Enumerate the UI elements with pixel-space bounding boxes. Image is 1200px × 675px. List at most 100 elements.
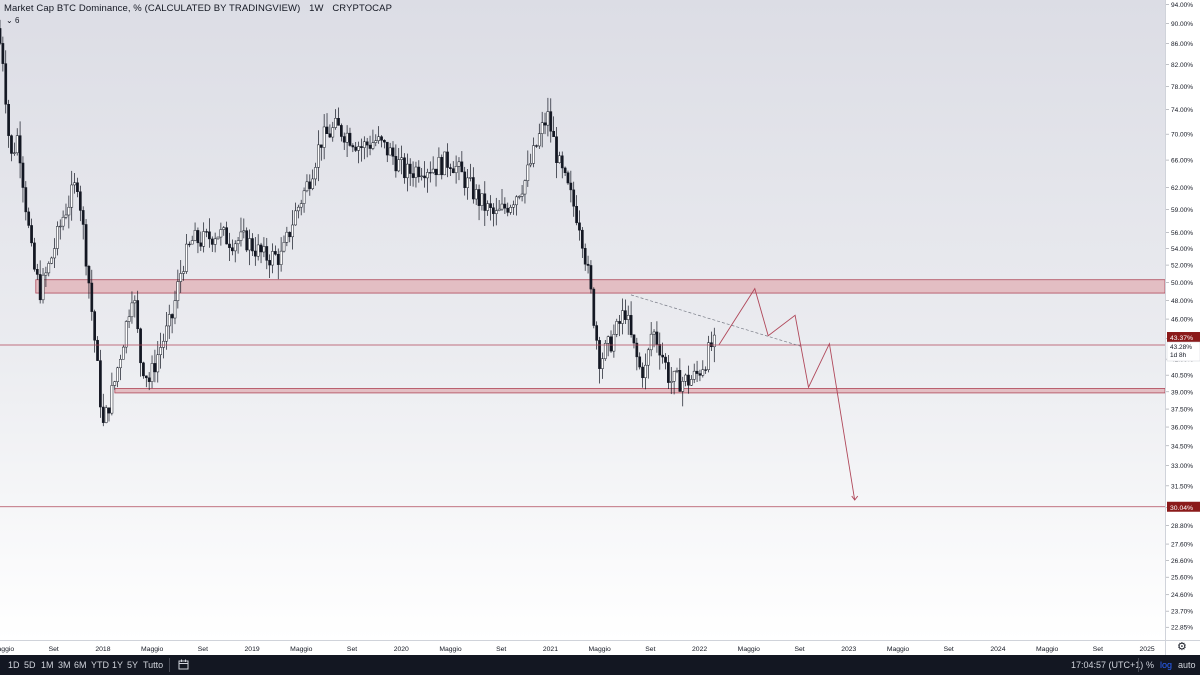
candle-body [84,224,88,267]
price-tick-label: 24.60% [1171,592,1193,599]
candle-body [219,229,223,238]
candle-body [434,168,438,176]
time-axis[interactable]: Maggio Set 2018 Maggio Set 2019 Maggio Set 2020 M… [0,640,1165,656]
log-scale-button[interactable]: log [1160,660,1173,670]
candle-body [113,381,117,386]
candle-body [580,229,584,249]
price-tick-label: 52.00% [1171,263,1193,270]
candle-body [681,381,685,392]
range-6m-button[interactable]: 6M [74,660,87,670]
price-tick-label: 23.70% [1171,609,1193,616]
candle-body [142,362,145,377]
axis-corner [1165,640,1200,656]
price-axis[interactable]: 94.00% 90.00% 86.00% 82.00% 78.00% 74.00% 70.0… [1165,0,1200,640]
candle-body [540,122,544,134]
candle-body [27,211,31,226]
price-tick-label: 28.80% [1171,523,1193,530]
range-1d-button[interactable]: 1D [8,660,20,670]
time-tick-label: 2020 [394,646,409,653]
candle-body [400,157,403,160]
toolbar-divider [1138,658,1139,672]
candle-body [50,257,53,264]
candle-body [652,331,656,335]
candle-body [365,141,369,146]
candle-body [555,136,558,163]
candle-body [78,191,82,211]
candle-body [374,140,378,143]
candle-body [202,231,206,247]
candle-body [612,334,616,352]
date-range-icon[interactable] [178,659,189,672]
candle-body [233,243,237,252]
price-tick-label: 26.60% [1171,558,1193,565]
price-tick-label: 25.60% [1171,575,1193,582]
candle-body [242,230,246,233]
candle-body [549,111,553,132]
candle-body [271,251,274,266]
source-label: CRYPTOCAP [332,3,393,14]
candle-body [672,370,676,382]
auto-scale-button[interactable]: auto [1178,660,1196,670]
candle-body [99,360,102,408]
candle-body [225,227,228,245]
range-5d-button[interactable]: 5D [24,660,36,670]
candle-body [615,321,619,335]
candle-body [578,222,581,231]
range-5y-button[interactable]: 5Y [127,660,139,670]
candle-body [61,216,65,227]
range-3m-button[interactable]: 3M [58,660,71,670]
candle-body [357,146,360,151]
candle-body [449,167,452,169]
candle-body [282,242,286,252]
candle-body [351,145,355,148]
clock-readout[interactable]: 17:04:57 (UTC+1) [1071,660,1144,670]
candle-body [644,364,647,379]
price-tick-label: 78.00% [1171,84,1193,91]
candle-body [658,344,662,356]
chart-plot-area[interactable]: Market Cap BTC Dominance, % (CALCULATED … [0,0,1165,640]
countdown-label: 1d 8h [1170,352,1187,359]
time-tick-label: 2019 [245,646,260,653]
candle-body [216,236,220,240]
last-price-label: 43.28% [1170,344,1192,351]
candle-body [417,166,421,178]
candle-body [583,248,587,265]
candle-body [18,135,22,164]
candle-body [299,203,303,208]
upper-line-price-label-bg [1167,332,1200,343]
range-1y-button[interactable]: 1Y [112,660,124,670]
percent-scale-button[interactable]: % [1146,660,1155,670]
candle-body [566,172,570,184]
candle-body [486,203,490,211]
range-ytd-button[interactable]: YTD [91,660,109,670]
candle-body [563,167,567,173]
chart-canvas[interactable] [0,0,1165,640]
chevron-down-icon[interactable]: ⌄ [6,16,13,25]
candle-body [497,208,501,211]
range-all-button[interactable]: Tutto [143,660,164,670]
candle-body [159,347,162,356]
candle-body [104,407,108,423]
candle-body [1,43,5,64]
candle-body [4,63,8,105]
time-tick-label: Set [645,646,655,653]
candle-body [595,325,599,341]
candle-body [35,269,39,275]
candle-body [469,177,472,179]
indicator-toggle[interactable]: ⌄ 6 [6,16,19,25]
candle-body [558,155,561,163]
price-tick-label: 31.50% [1171,483,1193,490]
candle-body [514,196,518,206]
time-tick-label: Maggio [0,646,14,653]
candle-body [170,314,174,319]
candle-body [377,136,381,141]
range-1m-button[interactable]: 1M [41,660,54,670]
candle-body [87,265,91,284]
candle-body [489,203,492,208]
time-tick-label: Maggio [439,646,462,653]
candle-body [575,205,578,224]
settings-gear-icon[interactable]: ⚙ [1177,641,1187,653]
candle-body [56,226,59,249]
candle-body [500,203,504,210]
interval-label[interactable]: 1W [309,3,324,14]
